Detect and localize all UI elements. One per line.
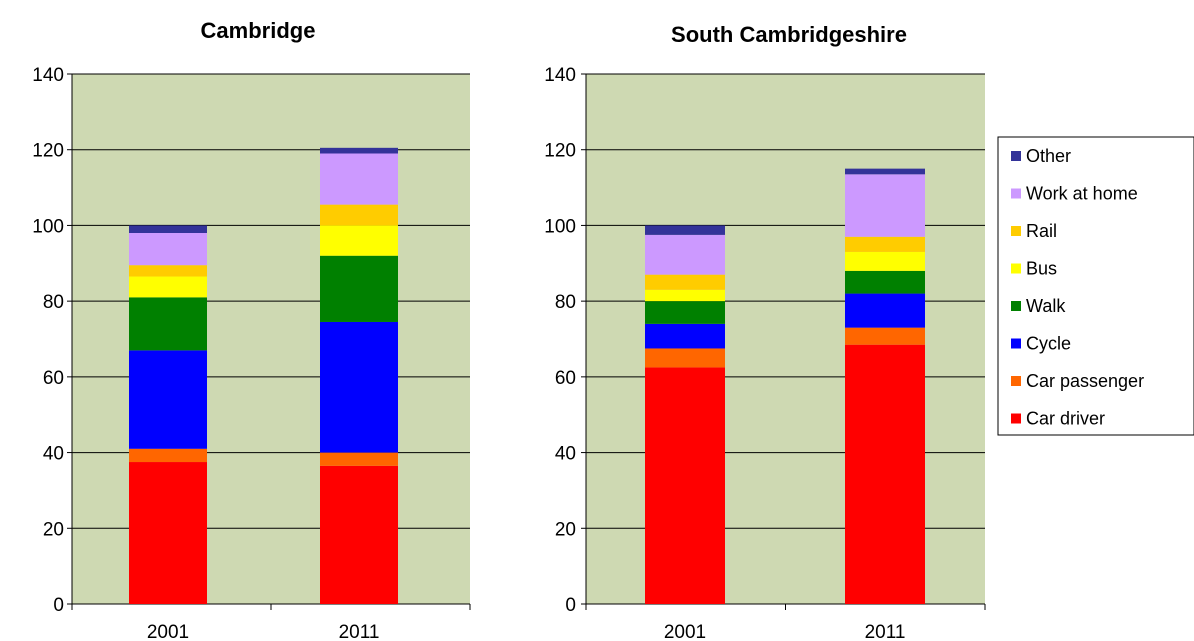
x-tick-label: 2011 bbox=[339, 622, 380, 641]
x-tick-label: 2011 bbox=[865, 622, 906, 641]
chart-title: South Cambridgeshire bbox=[671, 22, 907, 47]
bar-walk-2001 bbox=[645, 301, 725, 324]
bar-car-passenger-2011 bbox=[320, 452, 398, 466]
chart-title: Cambridge bbox=[201, 18, 316, 43]
bar-walk-2001 bbox=[129, 297, 207, 351]
y-tick-label: 40 bbox=[555, 444, 576, 465]
legend-label-walk: Walk bbox=[1026, 296, 1066, 316]
bar-rail-2001 bbox=[129, 265, 207, 277]
bar-other-2011 bbox=[320, 147, 398, 154]
bar-work-at-home-2011 bbox=[845, 174, 925, 237]
bar-rail-2011 bbox=[845, 236, 925, 252]
bar-cycle-2001 bbox=[129, 350, 207, 449]
bar-car-passenger-2001 bbox=[645, 348, 725, 368]
chart-cambridge: Cambridge 0 20 40 60 80 100 120 140 2001 2011 bbox=[32, 18, 471, 641]
legend-swatch-walk bbox=[1011, 301, 1021, 311]
y-tick-label: 80 bbox=[43, 292, 64, 313]
bar-work-at-home-2011 bbox=[320, 153, 398, 205]
bar-rail-2001 bbox=[645, 274, 725, 290]
y-tick-label: 0 bbox=[565, 595, 576, 616]
x-tick-label: 2001 bbox=[664, 622, 706, 641]
chart-south-cambridgeshire: South Cambridgeshire 0 20 40 60 80 100 120 140 20… bbox=[544, 22, 986, 641]
bar-rail-2011 bbox=[320, 204, 398, 226]
bar-other-2011 bbox=[845, 168, 925, 175]
bar-bus-2011 bbox=[845, 251, 925, 271]
y-tick-label: 20 bbox=[555, 519, 576, 540]
legend-swatch-work-at-home bbox=[1011, 188, 1021, 199]
y-tick-label: 80 bbox=[555, 292, 576, 313]
legend-label-car-driver: Car driver bbox=[1026, 409, 1105, 429]
x-tick-label: 2001 bbox=[147, 622, 189, 641]
y-tick-label: 100 bbox=[32, 216, 64, 237]
y-tick-label: 100 bbox=[544, 216, 576, 237]
bar-car-driver-2011 bbox=[320, 465, 398, 604]
legend-label-work-at-home: Work at home bbox=[1026, 184, 1138, 204]
y-tick-label: 20 bbox=[43, 519, 64, 540]
bar-other-2001 bbox=[129, 225, 207, 233]
bar-cycle-2001 bbox=[645, 323, 725, 349]
y-tick-label: 140 bbox=[544, 65, 576, 86]
y-tick-label: 60 bbox=[43, 368, 64, 389]
legend-swatch-bus bbox=[1011, 263, 1021, 274]
bar-bus-2001 bbox=[645, 289, 725, 302]
legend-label-cycle: Cycle bbox=[1026, 334, 1071, 354]
legend-label-rail: Rail bbox=[1026, 221, 1057, 241]
y-tick-label: 40 bbox=[43, 444, 64, 465]
bar-cycle-2011 bbox=[845, 293, 925, 328]
bar-car-passenger-2001 bbox=[129, 448, 207, 463]
y-tick-label: 120 bbox=[544, 141, 576, 162]
bar-car-driver-2001 bbox=[645, 367, 725, 604]
y-tick-label: 120 bbox=[32, 141, 64, 162]
bar-work-at-home-2001 bbox=[645, 234, 725, 275]
bar-cycle-2011 bbox=[320, 321, 398, 453]
legend-swatch-rail bbox=[1011, 226, 1021, 236]
bar-car-passenger-2011 bbox=[845, 327, 925, 345]
legend: Other Work at home Rail Bus Walk Cycle Car pas… bbox=[997, 136, 1194, 436]
y-tick-label: 140 bbox=[32, 65, 64, 86]
bar-walk-2011 bbox=[320, 255, 398, 322]
bar-walk-2011 bbox=[845, 270, 925, 294]
y-tick-label: 0 bbox=[53, 595, 64, 616]
legend-swatch-car-driver bbox=[1011, 413, 1021, 424]
legend-label-other: Other bbox=[1026, 146, 1071, 166]
bar-bus-2001 bbox=[129, 276, 207, 298]
bar-work-at-home-2001 bbox=[129, 233, 207, 266]
legend-swatch-car-passenger bbox=[1011, 376, 1021, 386]
bar-other-2001 bbox=[645, 225, 725, 235]
legend-swatch-cycle bbox=[1011, 338, 1021, 349]
y-tick-label: 60 bbox=[555, 368, 576, 389]
legend-box bbox=[997, 136, 1194, 436]
legend-label-bus: Bus bbox=[1026, 259, 1057, 279]
bar-bus-2011 bbox=[320, 225, 398, 256]
bar-car-driver-2001 bbox=[129, 462, 207, 604]
bar-car-driver-2011 bbox=[845, 344, 925, 604]
legend-label-car-passenger: Car passenger bbox=[1026, 371, 1144, 391]
legend-swatch-other bbox=[1011, 151, 1021, 161]
